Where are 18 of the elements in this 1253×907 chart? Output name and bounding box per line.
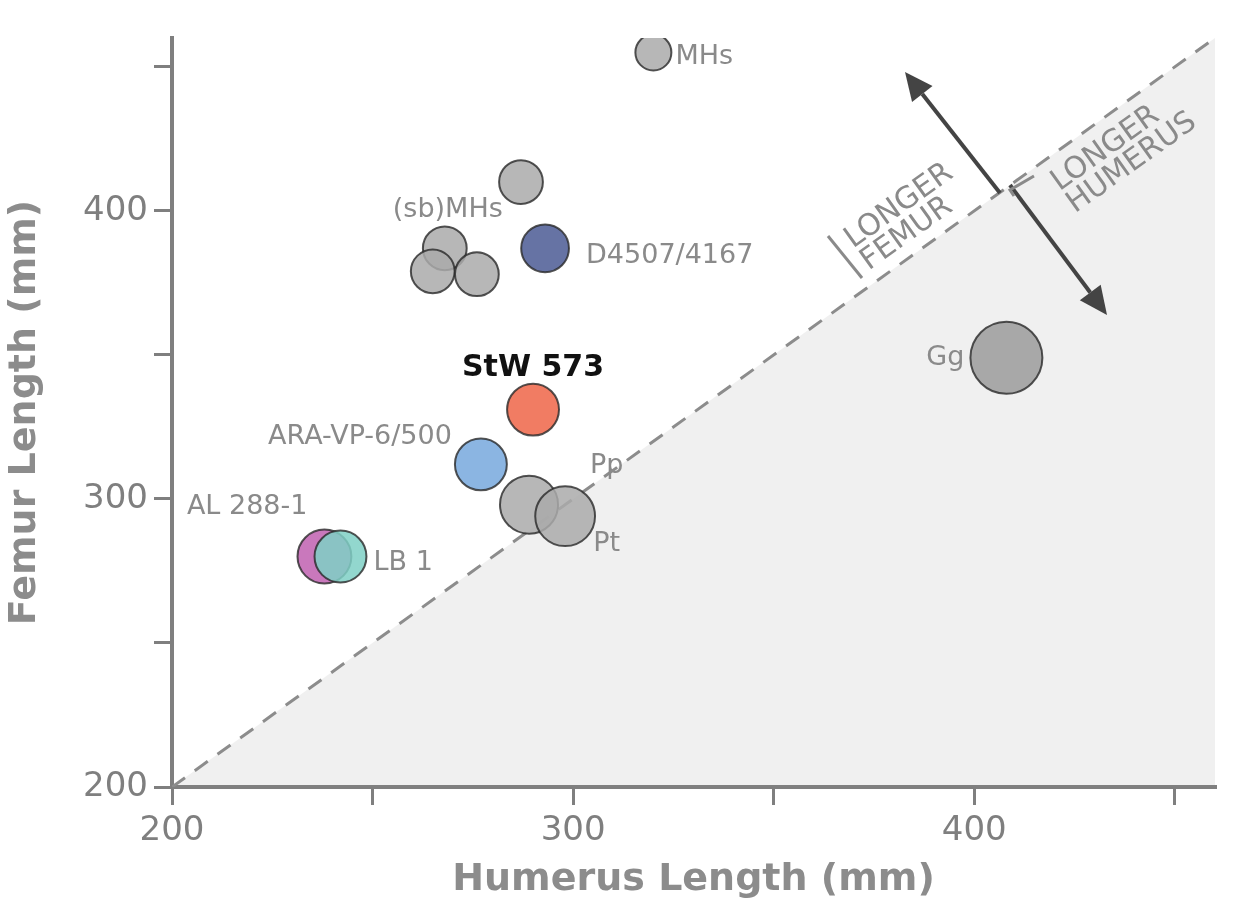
x-tick-label: 400 [941, 808, 1007, 849]
y-tick-label: 300 [83, 475, 148, 516]
y-axis-title: Femur Length (mm) [0, 199, 44, 626]
x-axis-title: Humerus Length (mm) [452, 855, 935, 900]
annotation: LB 1 [373, 544, 433, 576]
y-tick-label: 200 [83, 763, 148, 804]
annotation: StW 573 [461, 348, 605, 384]
y-tick-label: 400 [83, 187, 148, 228]
annotation: ARA-VP-6/500 [268, 419, 452, 451]
x-tick-label: 200 [139, 808, 205, 849]
annotation: (sb)MHs [392, 192, 503, 224]
annotation: AL 288-1 [186, 488, 308, 520]
x-tick-label: 300 [540, 808, 606, 849]
annotation: Pp [590, 447, 624, 479]
annotation: D4507/4167 [586, 238, 754, 270]
annotation: MHs [675, 39, 734, 71]
annotation: Pt [593, 526, 621, 558]
annotation: Gg [926, 339, 965, 371]
